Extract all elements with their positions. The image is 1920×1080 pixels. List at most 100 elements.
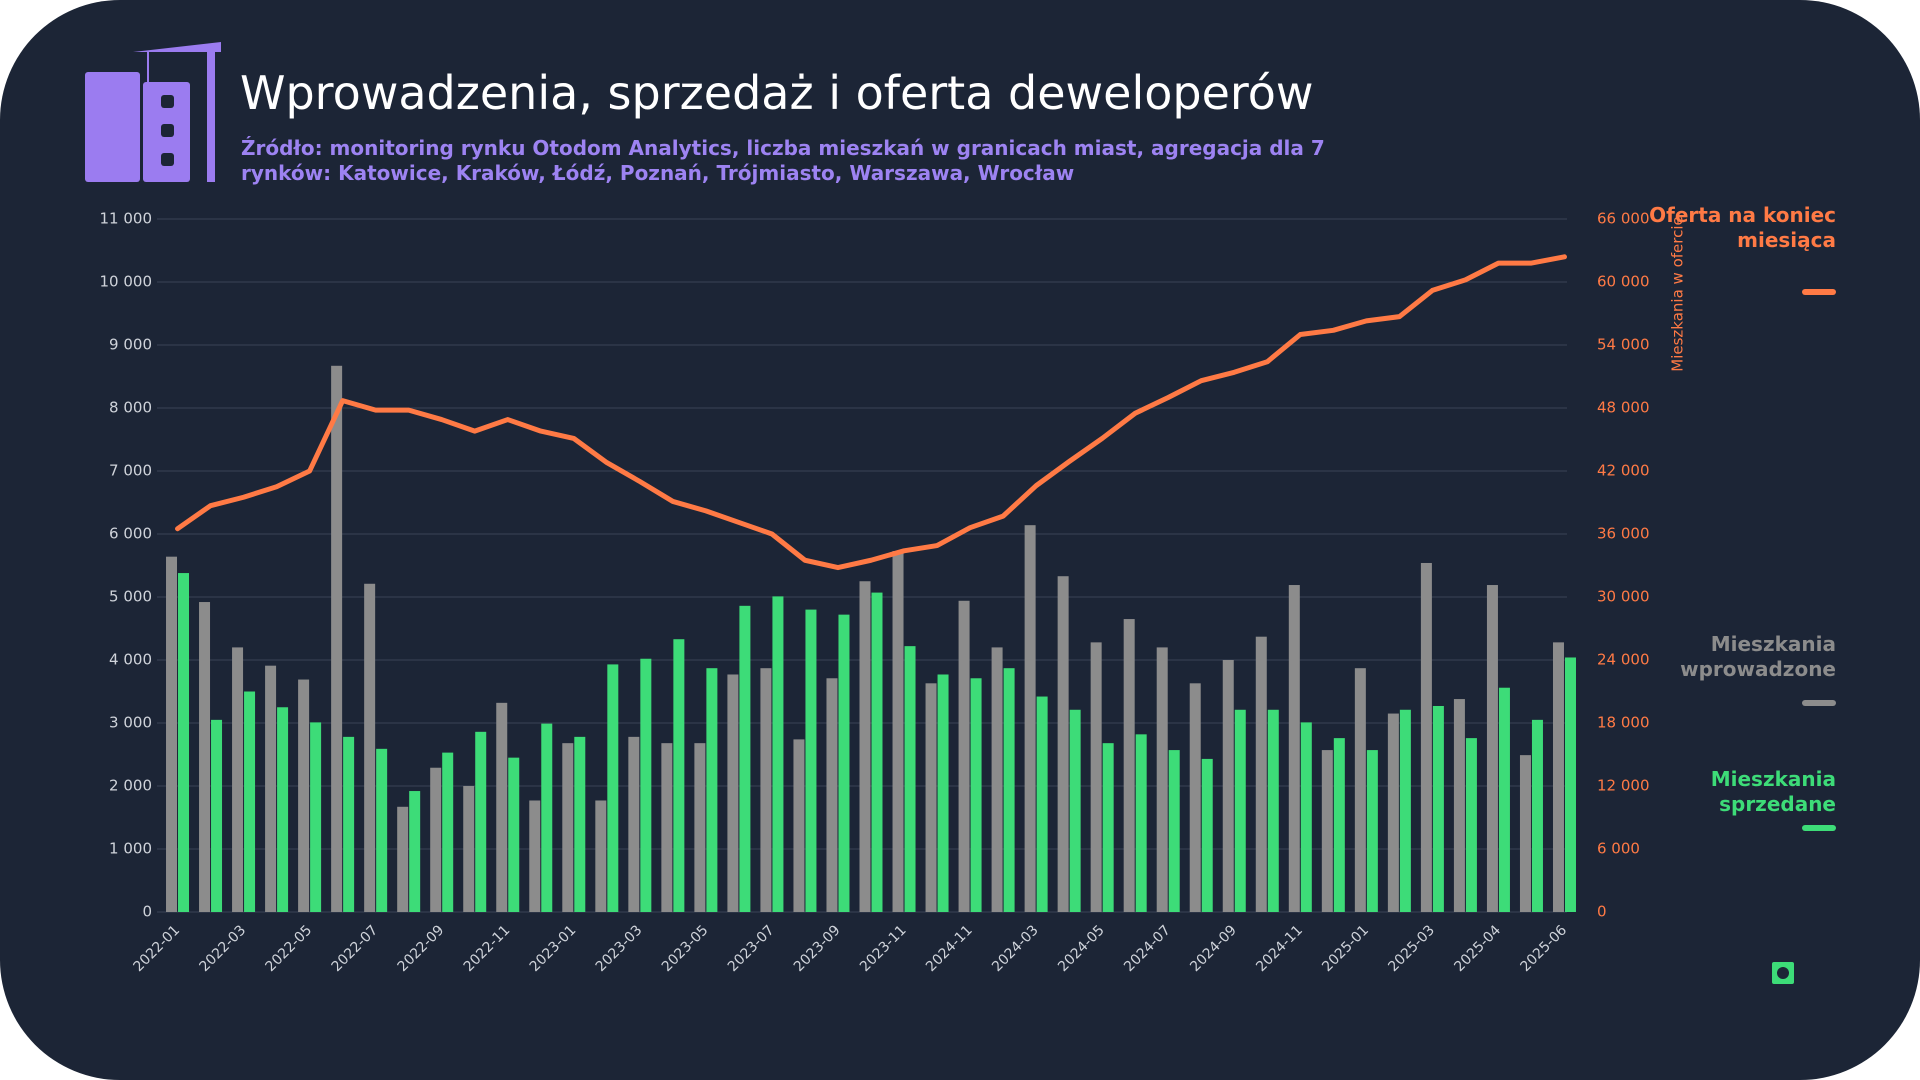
line xyxy=(175,254,1567,571)
bar xyxy=(661,743,673,912)
legend-swatch xyxy=(1802,700,1836,706)
y-tick-label: 7 000 xyxy=(109,462,152,480)
y2-tick-label: 60 000 xyxy=(1597,273,1650,291)
bar xyxy=(1486,585,1498,912)
bar xyxy=(958,600,970,912)
bar xyxy=(310,722,322,912)
bar xyxy=(1189,683,1201,912)
bar xyxy=(1036,696,1048,912)
bar xyxy=(739,605,751,912)
bar xyxy=(1432,705,1444,912)
bar xyxy=(1267,709,1279,912)
bar xyxy=(1465,738,1477,912)
y2-tick-label: 48 000 xyxy=(1597,399,1650,417)
bar xyxy=(244,691,256,912)
y-tick-label: 3 000 xyxy=(109,714,152,732)
y2-tick-label: 54 000 xyxy=(1597,336,1650,354)
bar xyxy=(1288,585,1300,912)
bar xyxy=(1024,525,1036,912)
bar xyxy=(760,668,772,912)
bar xyxy=(727,674,739,912)
bar xyxy=(892,551,904,912)
legend-label: Mieszkania sprzedane xyxy=(1710,767,1836,816)
bar xyxy=(925,683,937,912)
bar xyxy=(1498,687,1510,912)
bar xyxy=(1399,709,1411,912)
bar xyxy=(772,596,784,912)
bar xyxy=(1156,647,1168,912)
bar xyxy=(1300,722,1312,912)
bar xyxy=(937,674,949,912)
bar xyxy=(1519,755,1531,912)
bar xyxy=(826,678,838,912)
bar xyxy=(541,723,553,912)
bar xyxy=(277,707,289,912)
bar xyxy=(1552,642,1564,912)
bar xyxy=(562,743,574,912)
icon xyxy=(1772,962,1794,984)
bar xyxy=(1222,660,1234,912)
y2-tick-label: 36 000 xyxy=(1597,525,1650,543)
bar xyxy=(376,748,388,912)
bar xyxy=(1102,743,1114,912)
y2-tick-label: 6 000 xyxy=(1597,840,1640,858)
bar xyxy=(178,573,190,912)
bar xyxy=(343,736,355,912)
bar xyxy=(694,743,706,912)
bar xyxy=(265,665,277,912)
chart-title: Wprowadzenia, sprzedaż i oferta dewelope… xyxy=(240,66,1314,120)
bar xyxy=(496,702,508,912)
y-tick-label: 8 000 xyxy=(109,399,152,417)
y2-tick-label: 18 000 xyxy=(1597,714,1650,732)
bar xyxy=(805,609,817,912)
bar xyxy=(859,581,871,912)
bar xyxy=(529,800,541,912)
bar xyxy=(442,752,454,912)
bar xyxy=(232,647,244,912)
y2-tick-label: 24 000 xyxy=(1597,651,1650,669)
chart-subtitle: Źródło: monitoring rynku Otodom Analytic… xyxy=(241,136,1325,185)
y2-tick-label: 0 xyxy=(1597,903,1607,921)
bar xyxy=(628,736,640,912)
bar xyxy=(991,647,1003,912)
legend-label: Mieszkania wprowadzone xyxy=(1680,632,1836,681)
bar xyxy=(1321,750,1333,912)
bar xyxy=(1234,709,1246,912)
bar xyxy=(1069,709,1081,912)
y-tick-label: 4 000 xyxy=(109,651,152,669)
bar xyxy=(1201,758,1213,912)
bar xyxy=(595,800,607,912)
bar xyxy=(1531,719,1543,912)
y2-tick-label: 30 000 xyxy=(1597,588,1650,606)
y2-axis-title: Mieszkania w ofercie xyxy=(1669,216,1687,371)
bar xyxy=(793,739,805,912)
y-tick-label: 10 000 xyxy=(100,273,153,291)
bar xyxy=(673,639,685,912)
bar xyxy=(463,786,475,912)
bar xyxy=(970,678,982,912)
y-tick-label: 9 000 xyxy=(109,336,152,354)
logo xyxy=(85,42,221,182)
y-tick-label: 0 xyxy=(142,903,152,921)
bar xyxy=(508,757,520,912)
bar xyxy=(1168,750,1180,912)
y2-tick-label: 42 000 xyxy=(1597,462,1650,480)
bar xyxy=(1387,713,1399,912)
y-tick-label: 2 000 xyxy=(109,777,152,795)
bar xyxy=(430,767,442,912)
bar xyxy=(1135,734,1147,912)
bar xyxy=(298,679,310,912)
y-tick-label: 6 000 xyxy=(109,525,152,543)
legend-swatch xyxy=(1802,289,1836,295)
bar xyxy=(166,556,178,912)
bar xyxy=(706,668,718,912)
y-tick-label: 1 000 xyxy=(109,840,152,858)
bar xyxy=(871,592,883,912)
bar xyxy=(1420,562,1432,912)
y-tick-label: 5 000 xyxy=(109,588,152,606)
bar xyxy=(409,791,421,912)
y2-tick-label: 66 000 xyxy=(1597,210,1650,228)
bar xyxy=(838,614,850,912)
